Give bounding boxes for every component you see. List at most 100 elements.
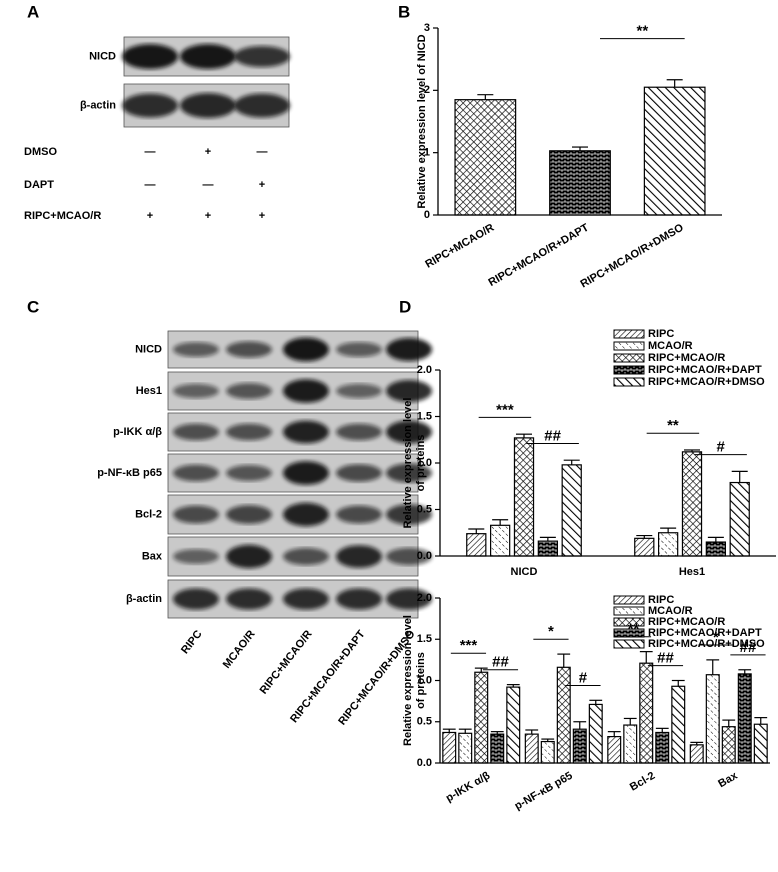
blot-row-label: NICD — [135, 343, 162, 355]
bar — [689, 744, 704, 764]
blot-row-label: p-NF-κB p65 — [97, 467, 162, 479]
x-tick-label: Hes1 — [679, 566, 705, 578]
blot-row-label: p-IKK α/β — [113, 426, 162, 438]
treatment-sign: + — [205, 210, 211, 222]
error-bar — [557, 653, 571, 668]
error-bar — [607, 731, 621, 737]
significance-label: ** — [667, 417, 679, 434]
bar — [623, 724, 638, 764]
error-bar — [541, 738, 555, 742]
treatment-label: DMSO — [24, 146, 57, 158]
blot-band — [336, 588, 382, 610]
error-bar — [666, 79, 683, 88]
panel-letter: B — [398, 2, 410, 21]
error-bar — [706, 659, 720, 675]
bar — [658, 532, 679, 557]
bar — [458, 732, 473, 764]
error-bar — [589, 699, 603, 705]
x-tick-label: p-NF-κB p65 — [513, 770, 575, 813]
blot-band — [283, 547, 329, 566]
significance-label: * — [548, 623, 554, 640]
blot-band — [226, 505, 272, 524]
y-tick-label: 0.0 — [417, 757, 432, 769]
blot-band — [173, 588, 219, 610]
blot-band — [283, 502, 329, 527]
y-tick-label: 1.0 — [417, 457, 432, 469]
blot-band — [226, 423, 272, 441]
legend-swatch — [613, 365, 645, 375]
blot-lane-label: RIPC+MCAO/R — [258, 628, 315, 696]
y-tick-label: 3 — [424, 22, 430, 34]
error-bar — [516, 433, 532, 438]
blot-band — [180, 44, 236, 69]
bar — [721, 726, 736, 764]
x-tick-label: RIPC+MCAO/R — [423, 222, 496, 271]
blot-band — [122, 44, 178, 69]
error-bar — [722, 719, 736, 727]
error-bar — [474, 667, 488, 673]
bar — [737, 673, 752, 764]
y-tick-label: 0.5 — [417, 503, 432, 515]
y-tick-label: 0 — [424, 209, 430, 221]
treatment-sign: + — [259, 179, 265, 191]
blot-row-label: β-actin — [80, 99, 116, 111]
x-tick-label: p-IKK α/β — [444, 770, 493, 805]
bar — [513, 437, 535, 557]
error-bar — [690, 741, 704, 745]
blot-band — [173, 342, 219, 357]
legend-swatch — [613, 628, 645, 638]
bar — [490, 524, 511, 557]
blot-band — [226, 465, 272, 481]
bar — [454, 99, 517, 216]
error-bar — [492, 519, 509, 526]
significance-label: # — [716, 439, 725, 456]
blot-band — [386, 338, 432, 361]
blot-band — [336, 383, 382, 399]
blot-band — [173, 505, 219, 524]
y-tick-label: 0.0 — [417, 550, 432, 562]
significance-label: ## — [492, 654, 509, 671]
treatment-sign: — — [257, 146, 268, 158]
y-axis-label: of proteins — [415, 435, 427, 492]
blot-band — [226, 544, 272, 569]
blot-band — [336, 545, 382, 568]
error-bar — [525, 729, 539, 735]
treatment-label: DAPT — [24, 179, 54, 191]
y-tick-label: 1 — [424, 147, 430, 159]
blot-band — [173, 383, 219, 399]
error-bar — [738, 669, 752, 674]
bar — [588, 703, 603, 764]
error-bar — [490, 731, 504, 735]
legend-label: RIPC — [648, 594, 674, 606]
legend-label: MCAO/R — [648, 340, 693, 352]
blot-band — [336, 423, 382, 441]
treatment-label: RIPC+MCAO/R — [24, 210, 101, 222]
blot-band — [173, 549, 219, 564]
treatment-sign: — — [145, 146, 156, 158]
legend-swatch — [613, 353, 645, 363]
bar — [572, 728, 587, 764]
significance-label: *** — [496, 401, 514, 418]
error-bar — [660, 527, 677, 533]
legend-swatch — [613, 341, 645, 351]
blot-band — [386, 463, 432, 483]
bar — [705, 674, 720, 764]
significance-label: * — [713, 629, 719, 646]
y-tick-label: 2.0 — [417, 364, 432, 376]
y-axis-label: Relative expression level — [402, 398, 414, 529]
legend-swatch — [613, 639, 645, 649]
blot-band — [173, 464, 219, 482]
significance-label: ** — [636, 23, 648, 40]
significance-label: ## — [657, 650, 674, 667]
legend-swatch — [613, 606, 645, 616]
bar — [634, 537, 655, 557]
error-bar — [539, 536, 556, 542]
blot-band — [283, 420, 329, 444]
y-tick-label: 0.5 — [417, 716, 432, 728]
bar — [474, 671, 489, 764]
treatment-sign: — — [203, 179, 214, 191]
error-bar — [477, 94, 494, 100]
error-bar — [636, 534, 653, 539]
bar — [607, 735, 622, 764]
significance-label: ## — [544, 427, 561, 444]
